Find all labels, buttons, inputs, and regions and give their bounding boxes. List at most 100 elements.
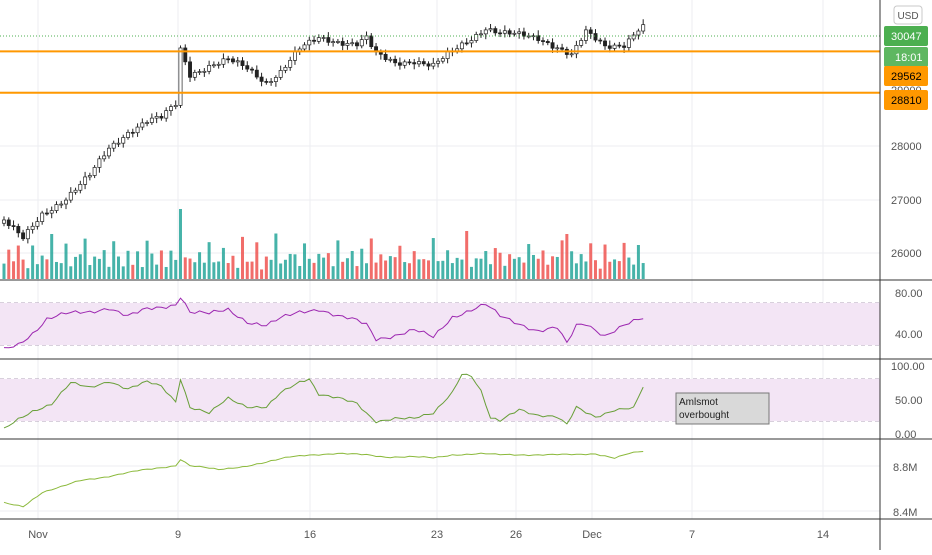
volume-bar (508, 254, 512, 279)
candle-body (278, 70, 283, 78)
rsi-tick-label: 80.00 (895, 288, 923, 300)
volume-bar (417, 259, 421, 279)
candle-body (641, 24, 646, 32)
candle-body (488, 28, 493, 31)
currency-box[interactable] (893, 5, 923, 25)
volume-bar (307, 258, 311, 279)
volume-bar (193, 262, 197, 279)
candle-body (312, 39, 317, 42)
volume-bar (169, 250, 173, 279)
volume-bar (159, 250, 163, 279)
candle-body (402, 61, 407, 66)
stoch-line (3, 373, 644, 429)
candle-body (388, 58, 393, 61)
volume-bar (45, 259, 49, 279)
volume-bar (207, 242, 211, 279)
candle-body (550, 42, 555, 49)
candle-body (631, 34, 636, 40)
volume-bar (441, 260, 445, 279)
candle-body (16, 226, 21, 234)
volume-bar (326, 253, 330, 279)
volume-bar (341, 261, 345, 279)
candle-body (479, 33, 483, 36)
volume-bar (16, 245, 20, 279)
candle-body (269, 81, 274, 83)
volume-bar (489, 264, 493, 279)
volume-bar (264, 256, 268, 279)
volume-bar (541, 250, 545, 279)
candle-body (211, 64, 216, 67)
volume-bar (522, 262, 526, 279)
volume-bar (64, 243, 68, 279)
candle-body (21, 232, 26, 240)
time-tick-label: Nov (28, 529, 48, 541)
volume-bar (226, 263, 230, 279)
candle-body (169, 106, 173, 111)
volume-bar (546, 264, 550, 279)
candle-body (288, 59, 293, 68)
volume-bar (493, 248, 497, 279)
candle-body (235, 60, 240, 63)
volume-bar (54, 261, 58, 279)
candle-body (2, 219, 6, 224)
level-label: 29562 (891, 71, 922, 83)
time-tick-label: 23 (431, 529, 443, 541)
candle-body (498, 32, 503, 35)
time-tick-label: 7 (689, 529, 695, 541)
volume-bar (250, 261, 254, 279)
volume-bar (107, 266, 111, 279)
candle-body (502, 30, 507, 34)
time-axis[interactable]: Nov 9 16 23 26 Dec 7 14 (28, 529, 829, 541)
candle-body (83, 176, 88, 185)
volume-bar (555, 256, 559, 279)
volume-bar (136, 251, 140, 279)
candle-body (431, 62, 436, 67)
time-tick-label: 14 (817, 529, 829, 541)
candle-body (126, 131, 130, 138)
volume-bar (455, 257, 459, 279)
obv-axis: 8.8M 8.4M (893, 462, 917, 519)
level-label: 28810 (891, 95, 922, 107)
volume-bar (460, 259, 464, 279)
volume-bar (155, 264, 159, 279)
candle-body (140, 122, 145, 128)
annotation-note[interactable]: Amlsmot overbought (675, 392, 770, 425)
volume-bar (145, 240, 149, 279)
volume-bar (131, 264, 135, 279)
stoch-tick-label: 0.00 (895, 429, 916, 441)
volume-bar (469, 266, 473, 279)
volume-bar (21, 259, 25, 279)
candle-body (483, 29, 488, 35)
volume-bar (178, 209, 182, 279)
volume-bar (560, 240, 564, 279)
candle-body (359, 39, 364, 47)
candle-body (154, 116, 159, 119)
volume-bar (484, 251, 488, 279)
time-tick-label: Dec (582, 529, 602, 541)
volume-bar (436, 261, 440, 279)
candle-body (159, 116, 164, 119)
candlesticks (2, 19, 646, 244)
volume-bar (102, 250, 106, 279)
candle-body (202, 70, 207, 73)
volume-bar (527, 244, 531, 279)
candle-body (636, 30, 641, 36)
volume-bar (369, 238, 373, 279)
candle-body (393, 58, 398, 64)
volume-bar (551, 256, 555, 279)
candle-body (474, 34, 479, 41)
candle-body (254, 69, 259, 78)
candle-body (512, 32, 517, 35)
candle-body (216, 63, 221, 66)
price-axis[interactable]: USD 26000 27000 28000 29000 30047 18:01 … (884, 5, 928, 260)
candle-body (207, 64, 212, 72)
volume-bar (412, 251, 416, 279)
volume-bar (298, 265, 302, 279)
volume-bar (570, 251, 574, 279)
candle-body (106, 147, 111, 157)
volume-bar (331, 266, 335, 279)
candle-body (30, 225, 35, 230)
candle-body (35, 221, 40, 227)
candle-body (340, 41, 345, 46)
